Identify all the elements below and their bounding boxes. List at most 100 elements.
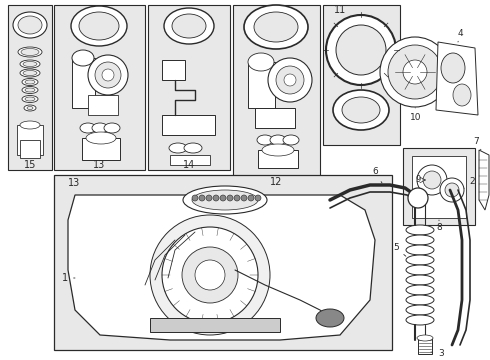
Text: 13: 13 — [93, 160, 105, 170]
Circle shape — [284, 74, 296, 86]
Bar — [162, 60, 185, 80]
Ellipse shape — [13, 12, 47, 38]
Circle shape — [162, 227, 258, 323]
Ellipse shape — [342, 97, 380, 123]
Ellipse shape — [406, 275, 434, 285]
Polygon shape — [436, 42, 478, 115]
Ellipse shape — [406, 255, 434, 265]
Bar — [82, 138, 120, 160]
Bar — [258, 150, 298, 168]
Circle shape — [95, 62, 121, 88]
Text: 4: 4 — [457, 30, 463, 42]
Ellipse shape — [72, 50, 94, 66]
Ellipse shape — [71, 6, 127, 46]
Bar — [255, 108, 295, 128]
Bar — [54, 5, 145, 170]
Circle shape — [150, 215, 270, 335]
Ellipse shape — [254, 12, 298, 42]
Ellipse shape — [104, 123, 120, 133]
Ellipse shape — [18, 16, 42, 34]
Ellipse shape — [417, 335, 433, 341]
Ellipse shape — [406, 245, 434, 255]
Ellipse shape — [25, 88, 35, 92]
Text: 6: 6 — [372, 167, 382, 183]
Ellipse shape — [20, 60, 40, 68]
Circle shape — [417, 165, 447, 195]
Ellipse shape — [164, 8, 214, 44]
Text: 1: 1 — [62, 273, 75, 283]
Ellipse shape — [326, 15, 396, 85]
Ellipse shape — [23, 71, 37, 76]
Ellipse shape — [22, 95, 38, 103]
Text: 9: 9 — [415, 175, 420, 184]
Circle shape — [423, 171, 441, 189]
Ellipse shape — [20, 121, 40, 129]
Circle shape — [440, 178, 464, 202]
Text: 2: 2 — [464, 177, 475, 188]
Circle shape — [195, 260, 225, 290]
Ellipse shape — [406, 295, 434, 305]
Bar — [248, 62, 275, 108]
Circle shape — [380, 37, 450, 107]
Bar — [72, 58, 95, 108]
Circle shape — [102, 69, 114, 81]
Circle shape — [234, 195, 240, 201]
Text: 15: 15 — [24, 160, 36, 170]
Bar — [323, 5, 400, 145]
Ellipse shape — [23, 62, 37, 67]
Ellipse shape — [92, 123, 108, 133]
Ellipse shape — [257, 135, 273, 145]
Ellipse shape — [283, 135, 299, 145]
Circle shape — [403, 60, 427, 84]
Bar — [8, 5, 52, 170]
Circle shape — [255, 195, 261, 201]
Text: 3: 3 — [431, 350, 444, 359]
Circle shape — [445, 183, 459, 197]
Ellipse shape — [406, 225, 434, 235]
Ellipse shape — [25, 97, 35, 101]
Bar — [148, 5, 230, 170]
Text: 10: 10 — [410, 108, 422, 122]
Ellipse shape — [169, 143, 187, 153]
Bar — [162, 115, 215, 135]
Circle shape — [199, 195, 205, 201]
Ellipse shape — [25, 80, 35, 84]
Circle shape — [182, 247, 238, 303]
Polygon shape — [68, 195, 375, 340]
Ellipse shape — [22, 86, 38, 94]
Text: 14: 14 — [183, 160, 195, 170]
Text: 5: 5 — [393, 243, 406, 256]
Ellipse shape — [333, 90, 389, 130]
Circle shape — [88, 55, 128, 95]
Bar — [418, 338, 432, 354]
Circle shape — [227, 195, 233, 201]
Polygon shape — [479, 150, 489, 210]
Circle shape — [220, 195, 226, 201]
Circle shape — [213, 195, 219, 201]
Ellipse shape — [336, 25, 386, 75]
Bar — [88, 95, 118, 115]
Bar — [20, 140, 40, 158]
Ellipse shape — [262, 144, 294, 156]
Ellipse shape — [406, 315, 434, 325]
Ellipse shape — [22, 78, 38, 85]
Ellipse shape — [172, 14, 206, 38]
Ellipse shape — [24, 105, 36, 111]
Ellipse shape — [21, 49, 39, 55]
Ellipse shape — [406, 235, 434, 245]
Ellipse shape — [184, 143, 202, 153]
Text: 7: 7 — [473, 138, 481, 150]
Ellipse shape — [86, 132, 116, 144]
Circle shape — [248, 195, 254, 201]
Ellipse shape — [406, 305, 434, 315]
Bar — [17, 125, 43, 155]
Ellipse shape — [20, 69, 40, 77]
Circle shape — [268, 58, 312, 102]
Circle shape — [206, 195, 212, 201]
Ellipse shape — [316, 309, 344, 327]
Ellipse shape — [441, 53, 465, 83]
Bar — [150, 318, 280, 332]
Circle shape — [408, 188, 428, 208]
Circle shape — [276, 66, 304, 94]
Ellipse shape — [453, 84, 471, 106]
